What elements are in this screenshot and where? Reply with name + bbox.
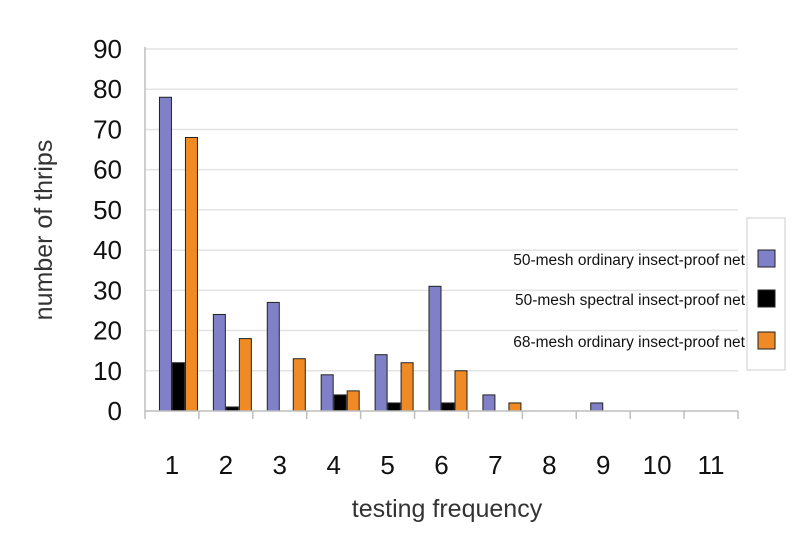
y-tick-label: 60 <box>93 155 122 185</box>
y-tick-label: 0 <box>108 396 122 426</box>
bar-series-2 <box>333 394 347 412</box>
bar-series-2 <box>171 362 185 412</box>
x-tick-label: 4 <box>326 450 340 480</box>
bar-series-1 <box>374 354 388 412</box>
y-tick-label: 90 <box>93 34 122 64</box>
bar-series-1 <box>158 96 172 412</box>
bar-series-1 <box>428 285 442 412</box>
bar-series-3 <box>400 362 414 412</box>
axes <box>144 47 739 419</box>
bar-series-1 <box>320 374 334 412</box>
y-tick-label: 50 <box>93 195 122 225</box>
y-tick-labels: 0 10 20 30 40 50 60 70 80 90 <box>93 34 122 426</box>
legend-swatch <box>757 289 776 308</box>
bar-series-3 <box>238 338 252 412</box>
x-tick-label: 5 <box>380 450 394 480</box>
legend-swatch <box>757 249 776 268</box>
bars <box>158 96 604 412</box>
x-tick-label: 8 <box>542 450 556 480</box>
bar-series-1 <box>266 301 280 412</box>
gridlines <box>145 48 738 372</box>
x-axis-title: testing frequency <box>352 495 543 523</box>
x-tick-label: 6 <box>434 450 448 480</box>
bar-series-1 <box>590 402 604 412</box>
x-tick-label: 10 <box>643 450 672 480</box>
bar-series-1 <box>482 394 496 412</box>
bar-series-1 <box>212 313 226 412</box>
bar-series-2 <box>387 402 401 412</box>
legend-swatch <box>757 331 776 350</box>
bar-series-3 <box>184 136 198 412</box>
bar-series-3 <box>346 390 360 412</box>
y-tick-label: 80 <box>93 74 122 104</box>
y-axis-title: number of thrips <box>30 140 58 321</box>
y-tick-label: 70 <box>93 114 122 144</box>
x-tick-label: 11 <box>698 450 725 480</box>
y-tick-label: 10 <box>93 356 122 386</box>
legend-label: 68-mesh ordinary insect-proof net <box>513 334 745 351</box>
y-tick-label: 20 <box>93 316 122 346</box>
x-tick-label: 3 <box>273 450 287 480</box>
x-tick-label: 1 <box>165 450 179 480</box>
legend-label: 50-mesh ordinary insect-proof net <box>513 252 745 269</box>
x-tick-labels: 1 2 3 4 5 6 7 8 9 10 11 <box>165 450 725 480</box>
bar-series-2 <box>441 402 455 412</box>
bar-series-3 <box>454 370 468 412</box>
bar-series-3 <box>292 358 306 412</box>
x-tick-label: 7 <box>488 450 502 480</box>
legend: 50-mesh ordinary insect-proof net 50-mesh… <box>513 217 786 371</box>
x-tick-label: 9 <box>596 450 610 480</box>
y-tick-label: 40 <box>93 235 122 265</box>
legend-label: 50-mesh spectral insect-proof net <box>515 292 746 309</box>
bar-series-3 <box>508 402 522 412</box>
y-tick-label: 30 <box>93 275 122 305</box>
x-tick-label: 2 <box>219 450 233 480</box>
